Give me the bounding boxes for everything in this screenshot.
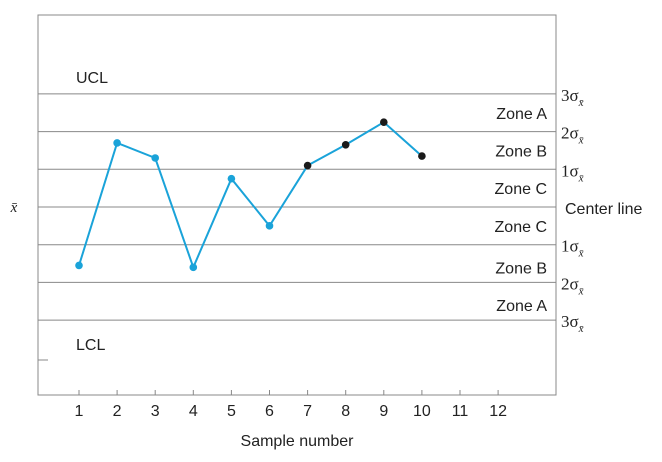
x-tick-label: 1 <box>75 403 84 420</box>
plot-frame <box>37 14 557 396</box>
ucl-label: UCL <box>76 70 108 87</box>
zone-label: Zone C <box>495 181 547 198</box>
series-line <box>307 120 423 167</box>
data-point <box>189 263 198 272</box>
zone-label: Zone B <box>495 260 547 277</box>
x-tick-label: 5 <box>227 403 236 420</box>
data-point <box>341 140 350 149</box>
zone-label: Zone C <box>495 219 547 236</box>
sigma-label: 2σx̄ <box>561 274 584 297</box>
data-point <box>418 152 426 160</box>
data-point <box>75 261 83 270</box>
sigma-label: 1σx̄ <box>561 237 584 260</box>
data-point <box>151 154 159 162</box>
lcl-label: LCL <box>76 337 105 354</box>
data-point <box>303 161 312 170</box>
data-point <box>380 118 388 126</box>
x-tick-label: 7 <box>303 403 312 420</box>
x-tick-label: 3 <box>151 403 160 420</box>
x-tick-label: 10 <box>413 403 431 420</box>
series-line <box>78 141 309 271</box>
center-line-label: Center line <box>565 201 642 218</box>
y-axis-label: x̄ <box>10 200 18 216</box>
data-point <box>227 174 236 183</box>
x-tick-label: 9 <box>379 403 388 420</box>
zone-label: Zone B <box>495 143 547 160</box>
x-tick-label: 6 <box>265 403 274 420</box>
zone-label: Zone A <box>496 298 547 315</box>
sigma-label: 3σx̄ <box>561 312 584 335</box>
sigma-label: 3σx̄ <box>561 86 584 109</box>
x-tick-label: 11 <box>452 403 469 420</box>
zone-label: Zone A <box>496 106 547 123</box>
x-tick-label: 12 <box>489 403 507 420</box>
data-point <box>113 139 121 147</box>
x-tick-label: 4 <box>189 403 198 420</box>
sigma-label: 2σx̄ <box>561 124 584 147</box>
x-axis-label: Sample number <box>241 433 355 450</box>
x-tick-label: 8 <box>341 403 350 420</box>
sigma-label: 1σx̄ <box>561 161 584 184</box>
data-point <box>265 222 274 230</box>
x-tick-label: 2 <box>113 403 122 420</box>
